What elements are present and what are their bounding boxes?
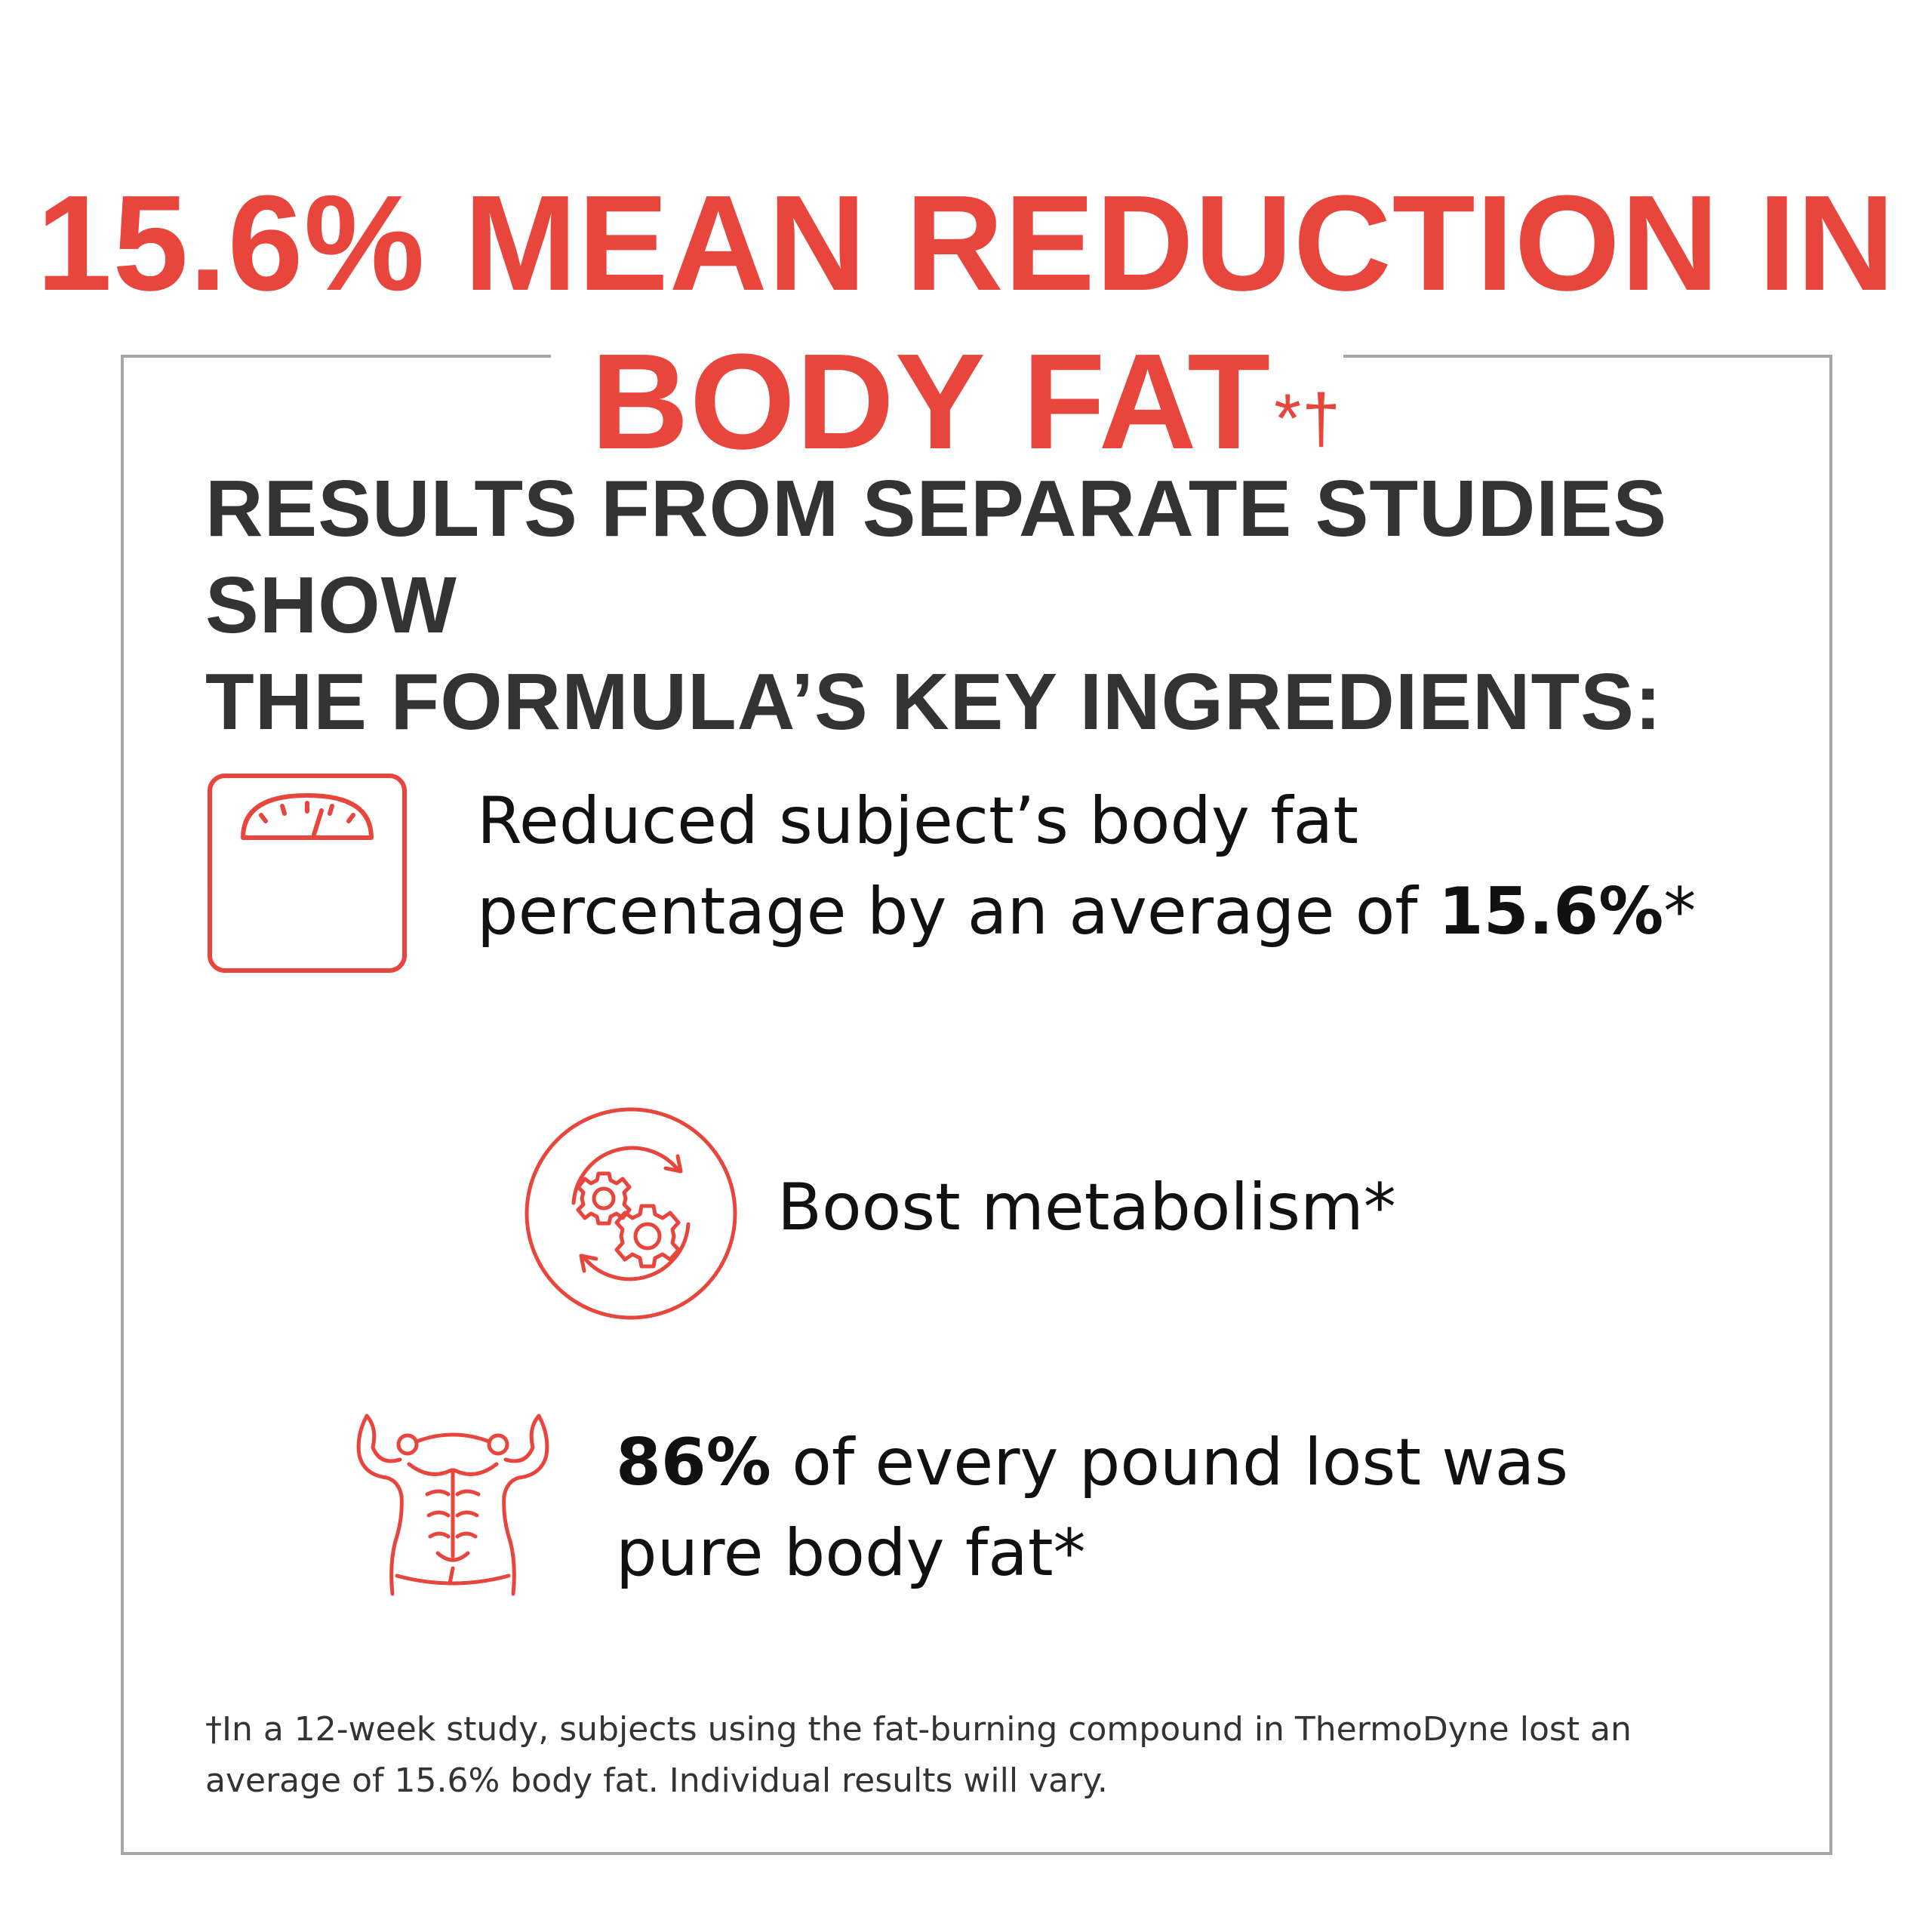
- subheading: RESULTS FROM SEPARATE STUDIES SHOW THE F…: [205, 460, 1752, 750]
- metabolism-gears-icon: [525, 1107, 737, 1320]
- feature-pure-fat-line-2: pure body fat*: [616, 1515, 1086, 1591]
- feature-body-fat-line-2-prefix: percentage by an average of: [477, 874, 1438, 949]
- footnote-line-1: †In a 12-week study, subjects using the …: [205, 1710, 1632, 1749]
- feature-pure-fat-line-1-suffix: of every pound lost was: [771, 1425, 1569, 1500]
- feature-body-fat-line-2-suffix: *: [1663, 874, 1697, 949]
- feature-body-fat-percent: 15.6%: [1438, 874, 1664, 949]
- feature-pure-fat-text: 86% of every pound lost was pure body fa…: [616, 1417, 1568, 1598]
- headline-line-2: BODY FAT: [590, 326, 1272, 478]
- feature-body-fat-text: Reduced subject’s body fat percentage by…: [477, 776, 1696, 957]
- subheading-line-2: THE FORMULA’S KEY INGREDIENTS:: [205, 657, 1663, 746]
- subheading-line-1: RESULTS FROM SEPARATE STUDIES SHOW: [205, 464, 1668, 650]
- feature-body-fat-line-1: Reduced subject’s body fat: [477, 783, 1358, 859]
- scale-icon: [208, 774, 407, 973]
- feature-pure-fat-percent: 86%: [616, 1425, 771, 1500]
- headline-footnote-marks: *†: [1274, 380, 1342, 457]
- headline-frame-gap: [551, 332, 1343, 392]
- headline-line-1: 15.6% MEAN REDUCTION IN: [36, 168, 1896, 319]
- headline: 15.6% MEAN REDUCTION IN BODY FAT*†: [0, 165, 1932, 481]
- feature-metabolism-text: Boost metabolism*: [777, 1162, 1396, 1253]
- footnote-line-2: average of 15.6% body fat. Individual re…: [205, 1761, 1108, 1800]
- feature-metabolism-line-1: Boost metabolism*: [777, 1170, 1396, 1245]
- torso-muscle-icon: [356, 1414, 549, 1596]
- footnote: †In a 12-week study, subjects using the …: [205, 1704, 1775, 1807]
